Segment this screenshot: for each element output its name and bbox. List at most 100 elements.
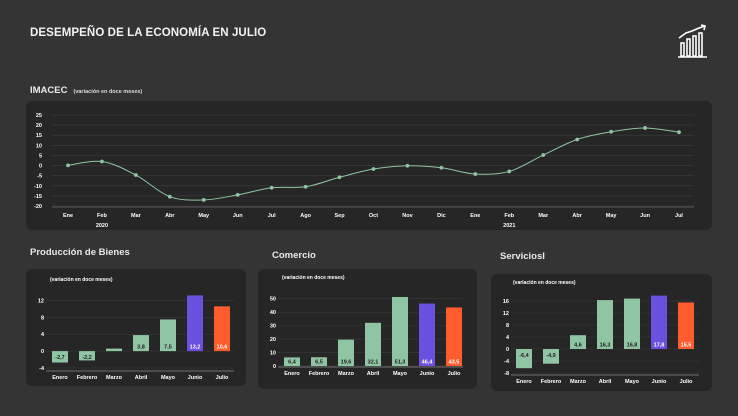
imacec-x-tick: May (198, 213, 210, 219)
imacec-data-point (269, 185, 274, 190)
imacec-data-point (201, 198, 206, 202)
comercio-data-label: 43,5 (449, 360, 460, 366)
produccion-panel: (variación en doce meses) 12 8 4 0 -4 -2,7 Ener… (26, 269, 246, 386)
imacec-y-tick: -10 (34, 184, 42, 190)
imacec-x-tick: Feb (504, 213, 514, 219)
comercio-x-tick: Julio (448, 371, 461, 377)
produccion-chart: (variación en doce meses) 12 8 4 0 -4 -2,7 Ener… (38, 277, 234, 381)
imacec-panel: 25 20 15 10 5 0 -5 -10 -15 -20 Ene Feb Mar Abr May Jun J… (26, 101, 712, 230)
imacec-y-tick: 10 (36, 143, 42, 149)
imacec-data-point (609, 129, 614, 134)
servicios-subtitle: (variación en doce meses) (513, 280, 576, 286)
servicios-y-tick: -4 (504, 359, 510, 365)
servicios-y-tick: 4 (506, 335, 510, 341)
imacec-y-tick: -20 (34, 204, 42, 210)
produccion-bar (133, 335, 149, 352)
produccion-data-label: 10,6 (217, 345, 228, 351)
servicios-data-label: 4,6 (574, 343, 582, 349)
servicios-x-tick: Junio (652, 379, 667, 385)
servicios-bar (651, 295, 667, 349)
imacec-y-tick: 5 (39, 153, 42, 159)
servicios-bar (516, 349, 532, 369)
imacec-y-tick: 0 (39, 164, 42, 170)
imacec-y-tick: 20 (36, 123, 42, 129)
produccion-y-tick: 4 (41, 332, 45, 338)
imacec-chart: 25 20 15 10 5 0 -5 -10 -15 -20 Ene Feb Mar Abr May Jun J… (34, 113, 694, 229)
servicios-y-tick: -8 (504, 371, 509, 377)
comercio-x-tick: Enero (284, 371, 300, 377)
comercio-bar (365, 322, 381, 366)
produccion-y-tick: -4 (39, 366, 45, 372)
imacec-data-point (507, 169, 512, 174)
produccion-x-tick: Julio (216, 375, 229, 381)
comercio-x-tick: Mayo (393, 371, 408, 377)
produccion-bar (52, 351, 68, 363)
comercio-panel: (variación en doce meses) 50 40 30 20 10 0 6,4 E… (258, 269, 477, 389)
comercio-x-tick: Junio (420, 371, 435, 377)
comercio-x-tick: Marzo (338, 371, 355, 377)
produccion-data-label: -2,7 (55, 355, 64, 361)
imacec-series-line (67, 127, 680, 201)
produccion-data-label: 3,8 (137, 345, 145, 351)
comercio-chart: (variación en doce meses) 50 40 30 20 10 0 6,4 E… (270, 275, 463, 377)
produccion-y-tick: 0 (41, 349, 44, 355)
produccion-subtitle: (variación en doce meses) (50, 277, 113, 283)
servicios-y-tick: 8 (506, 323, 509, 329)
imacec-y-tick: 15 (36, 133, 42, 139)
servicios-y-tick: 12 (503, 311, 509, 317)
imacec-x-tick: Nov (402, 213, 413, 219)
servicios-data-label: 17,8 (654, 343, 665, 349)
produccion-data-label: 0,6 (110, 343, 118, 349)
produccion-bar (214, 306, 230, 352)
imacec-data-point (371, 167, 376, 171)
imacec-x-tick: Jul (675, 213, 683, 219)
imacec-title-text: IMACEC (30, 85, 68, 96)
servicios-data-label: 15,5 (681, 343, 692, 349)
comercio-bar (392, 296, 408, 366)
imacec-x-tick: May (606, 213, 618, 219)
imacec-year-label: 2020 (96, 223, 108, 229)
comercio-y-tick: 40 (270, 310, 276, 316)
comercio-bar (284, 357, 300, 366)
comercio-bar (446, 307, 462, 366)
bar-chart-growth-icon (678, 24, 707, 58)
servicios-bar (678, 302, 694, 349)
produccion-x-tick: Abril (135, 375, 148, 381)
produccion-x-tick: Marzo (106, 375, 123, 381)
comercio-y-tick: 10 (270, 351, 276, 357)
comercio-y-tick: 0 (273, 364, 276, 370)
imacec-data-point (677, 130, 681, 135)
imacec-data-point (541, 153, 546, 157)
servicios-data-label: -6,4 (519, 353, 529, 359)
servicios-x-tick: Enero (516, 379, 532, 385)
imacec-year-label: 2021 (503, 223, 515, 229)
imacec-x-tick: Abr (165, 213, 175, 219)
produccion-title: Producción de Bienes (30, 247, 130, 258)
servicios-data-label: 16,8 (627, 343, 638, 349)
imacec-data-point (303, 184, 308, 189)
comercio-data-label: 51,3 (395, 360, 406, 366)
imacec-data-point (473, 172, 478, 176)
comercio-y-tick: 20 (270, 337, 276, 343)
produccion-bar (187, 295, 203, 352)
imacec-x-tick: Oct (369, 213, 378, 219)
imacec-data-point (575, 137, 580, 142)
servicios-bar (624, 298, 640, 349)
produccion-x-tick: Junio (188, 375, 203, 381)
produccion-data-label: 13,2 (190, 345, 201, 351)
produccion-data-label: 7,5 (164, 345, 172, 351)
servicios-x-tick: Julio (680, 379, 693, 385)
servicios-y-tick: 0 (506, 347, 509, 353)
comercio-bar (311, 357, 327, 366)
comercio-data-label: 6,5 (315, 360, 323, 366)
servicios-bar (543, 349, 559, 364)
produccion-data-label: -2,2 (82, 355, 91, 361)
imacec-x-tick: Jun (233, 213, 243, 219)
produccion-bar (160, 319, 176, 352)
imacec-x-tick: Mar (131, 213, 142, 219)
produccion-x-tick: Febrero (77, 375, 98, 381)
servicios-x-tick: Abril (599, 379, 612, 385)
produccion-bar (79, 351, 95, 361)
imacec-x-tick: Ago (300, 213, 311, 219)
servicios-bar (570, 335, 586, 349)
